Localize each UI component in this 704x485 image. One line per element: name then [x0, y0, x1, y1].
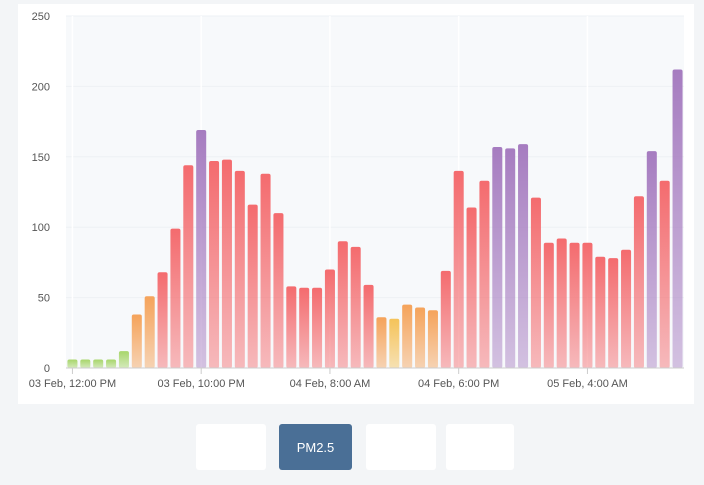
bar[interactable] — [389, 318, 400, 368]
bar[interactable] — [234, 170, 245, 368]
bar[interactable] — [479, 180, 490, 368]
bar[interactable] — [93, 359, 104, 368]
chart-card: 0 50 100 150 200 250 03 Feb, 12:00 PM 03 Feb, 1… — [18, 4, 694, 404]
bar[interactable] — [106, 359, 117, 368]
bar[interactable] — [582, 242, 593, 368]
pm25-bar-chart: 0 50 100 150 200 250 03 Feb, 12:00 PM 03 Feb, 1… — [29, 11, 684, 390]
bar[interactable] — [131, 314, 142, 369]
bar[interactable] — [299, 287, 310, 368]
bar[interactable] — [518, 144, 529, 368]
x-tick-label: 03 Feb, 10:00 PM — [157, 378, 244, 390]
bar[interactable] — [402, 304, 413, 368]
bar[interactable] — [350, 246, 361, 368]
bar[interactable] — [67, 359, 78, 368]
plot-background — [66, 16, 684, 368]
bar[interactable] — [556, 238, 567, 368]
x-tick-label: 04 Feb, 6:00 PM — [418, 378, 499, 390]
bar[interactable] — [608, 258, 619, 368]
bar[interactable] — [466, 207, 477, 368]
bar[interactable] — [427, 310, 438, 368]
bar[interactable] — [505, 148, 516, 368]
bar[interactable] — [337, 241, 348, 368]
y-tick-label: 0 — [44, 363, 50, 375]
x-tick-label: 05 Feb, 4:00 AM — [547, 378, 628, 390]
y-tick-label: 50 — [38, 293, 50, 305]
bar[interactable] — [569, 242, 580, 368]
axes: 0 50 100 150 200 250 03 Feb, 12:00 PM 03 Feb, 1… — [29, 11, 684, 390]
bar[interactable] — [672, 69, 683, 369]
hidden-pollutant-button-1[interactable] — [196, 424, 266, 470]
y-tick-label: 150 — [32, 152, 50, 164]
hidden-pollutant-button-3[interactable] — [446, 424, 514, 470]
y-tick-label: 250 — [32, 11, 50, 23]
bar[interactable] — [273, 213, 284, 368]
bar[interactable] — [363, 284, 374, 368]
bar[interactable] — [209, 161, 220, 368]
bar[interactable] — [530, 197, 541, 368]
bar[interactable] — [221, 159, 232, 368]
bar[interactable] — [453, 170, 464, 368]
y-tick-label: 100 — [32, 222, 50, 234]
bar[interactable] — [157, 272, 168, 368]
bar[interactable] — [80, 359, 91, 368]
pm25-button[interactable]: PM2.5 — [279, 424, 352, 470]
bar[interactable] — [324, 269, 335, 368]
y-tick-label: 200 — [32, 81, 50, 93]
bar[interactable] — [286, 286, 297, 368]
bar[interactable] — [260, 173, 271, 368]
x-tick-label: 04 Feb, 8:00 AM — [290, 378, 371, 390]
bar[interactable] — [492, 146, 503, 368]
bars — [67, 69, 683, 369]
x-tick-label: 03 Feb, 12:00 PM — [29, 378, 116, 390]
bar[interactable] — [183, 165, 194, 368]
bar[interactable] — [621, 249, 632, 368]
bar[interactable] — [595, 256, 606, 368]
bar[interactable] — [659, 180, 670, 368]
bar[interactable] — [376, 317, 387, 368]
hidden-pollutant-button-2[interactable] — [366, 424, 436, 470]
bar[interactable] — [633, 196, 644, 368]
bar[interactable] — [415, 307, 426, 368]
bar[interactable] — [118, 351, 129, 368]
bar[interactable] — [312, 287, 323, 368]
bar[interactable] — [196, 130, 207, 368]
bar[interactable] — [646, 151, 657, 368]
bar[interactable] — [170, 228, 181, 368]
bar[interactable] — [543, 242, 554, 368]
bar[interactable] — [144, 296, 155, 368]
bar[interactable] — [247, 204, 258, 368]
bar[interactable] — [440, 270, 451, 368]
